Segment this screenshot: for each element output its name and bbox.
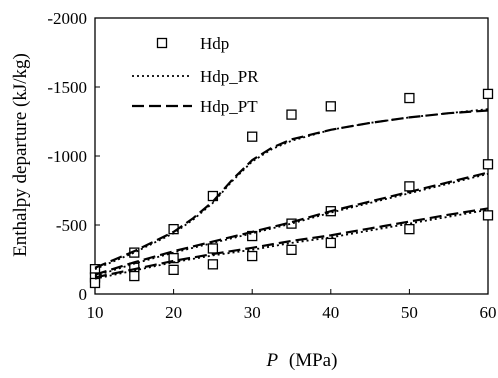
- x-tick-label: 60: [480, 303, 497, 322]
- x-tick-label: 50: [401, 303, 418, 322]
- x-tick-label: 10: [87, 303, 104, 322]
- hdp-point: [325, 101, 336, 112]
- hdp-point: [482, 88, 494, 100]
- hdp-point: [168, 264, 179, 276]
- y-tick-label: -2000: [47, 9, 87, 28]
- x-axis-variable: P: [266, 350, 279, 371]
- y-axis-label: Enthalpy departure (kJ/kg): [10, 53, 31, 257]
- hdp-pt-line-2: [94, 171, 489, 276]
- hdp-point: [404, 181, 415, 192]
- hdp-pr-line-3: [94, 208, 489, 280]
- hdp-point: [207, 243, 219, 254]
- hdp-point: [404, 92, 415, 104]
- legend-hdp-marker: [156, 37, 168, 49]
- x-axis-label: P (MPa): [266, 350, 338, 371]
- x-tick-label: 20: [165, 303, 182, 322]
- hdp-point: [129, 270, 140, 282]
- ticks: 10 20 30 40 50 60 -2000 -1500 -1000 -500 0: [47, 9, 496, 322]
- legend-hdp-pt-label: Hdp_PT: [200, 97, 258, 116]
- hdp-point: [89, 277, 101, 289]
- hdp-point: [482, 210, 494, 221]
- y-tick-label: -1500: [47, 78, 87, 97]
- hdp-pt-line-1: [94, 109, 489, 269]
- x-tick-label: 30: [244, 303, 261, 322]
- y-tick-label: 0: [79, 285, 88, 304]
- y-tick-label: -500: [56, 216, 87, 235]
- hdp-point: [286, 244, 297, 255]
- hdp-point: [247, 131, 258, 142]
- x-axis-unit: (MPa): [289, 350, 338, 371]
- hdp-point: [404, 223, 415, 235]
- legend: Hdp Hdp_PR Hdp_PT: [132, 34, 259, 116]
- legend-hdp-label: Hdp: [200, 34, 229, 53]
- hdp-point: [482, 159, 494, 170]
- legend-hdp-pr-label: Hdp_PR: [200, 67, 259, 86]
- hdp-point: [286, 109, 297, 120]
- y-tick-label: -1000: [47, 147, 87, 166]
- hdp-point: [325, 237, 336, 249]
- hdp-pt-line-3: [94, 207, 489, 279]
- hdp-point: [207, 259, 219, 270]
- hdp-point: [247, 250, 258, 262]
- series-layer: [89, 88, 494, 289]
- x-tick-label: 40: [322, 303, 339, 322]
